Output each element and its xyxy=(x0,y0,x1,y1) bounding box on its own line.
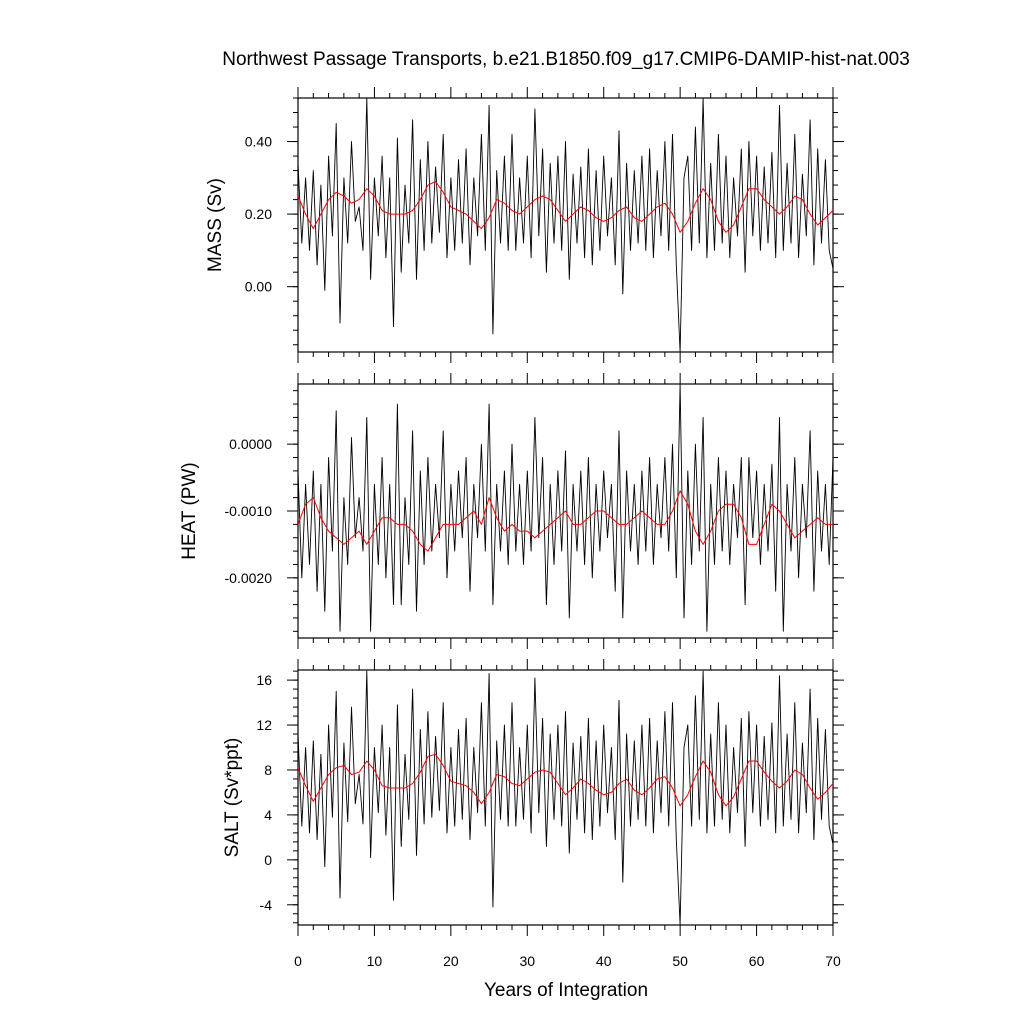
chart-title: Northwest Passage Transports, b.e21.B185… xyxy=(222,49,910,70)
y-tick-label: 0.00 xyxy=(245,279,272,295)
x-tick-label: 50 xyxy=(672,953,688,969)
y-tick-label: 8 xyxy=(264,762,272,778)
x-tick-label: 20 xyxy=(443,953,459,969)
y-tick-label: -0.0020 xyxy=(225,570,273,586)
x-tick-label: 60 xyxy=(749,953,765,969)
smoothed-series-line xyxy=(298,181,833,233)
heat-panel: -0.0020 -0.0010 0.0000 HEAT (PW) xyxy=(179,373,844,649)
y-axis-label: HEAT (PW) xyxy=(179,462,200,559)
x-tick-label: 0 xyxy=(294,953,302,969)
y-tick-label: 0.0000 xyxy=(229,436,272,452)
y-tick-label: 0.40 xyxy=(245,134,272,150)
y-tick-label: 4 xyxy=(264,807,272,823)
y-tick-label: -0.0010 xyxy=(225,503,273,519)
y-axis-label: SALT (Sv*ppt) xyxy=(222,738,243,858)
monthly-series-line xyxy=(298,670,833,925)
y-axis-label: MASS (Sv) xyxy=(205,178,226,272)
x-tick-label: 70 xyxy=(825,953,841,969)
y-tick-label: 12 xyxy=(256,717,272,733)
monthly-series-line xyxy=(298,98,833,352)
y-tick-label: 0.20 xyxy=(245,206,272,222)
monthly-series-line xyxy=(298,384,833,632)
smoothed-series-line xyxy=(298,753,833,807)
mass-panel: 0.00 0.20 0.40 MASS (Sv) xyxy=(205,87,844,363)
x-axis-label: Years of Integration xyxy=(484,980,648,1001)
plot-frame xyxy=(297,97,834,353)
x-tick-label: 40 xyxy=(596,953,612,969)
salt-panel: -4 0 4 8 12 16 0 10 20 30 40 50 60 70 SALT (Sv*ppt) xyxy=(222,659,844,969)
plot-frame xyxy=(297,669,834,926)
y-tick-label: -4 xyxy=(260,897,273,913)
smoothed-series-line xyxy=(298,490,833,552)
x-tick-label: 10 xyxy=(367,953,383,969)
y-tick-label: 0 xyxy=(264,852,272,868)
x-tick-label: 30 xyxy=(519,953,535,969)
y-tick-label: 16 xyxy=(256,672,272,688)
